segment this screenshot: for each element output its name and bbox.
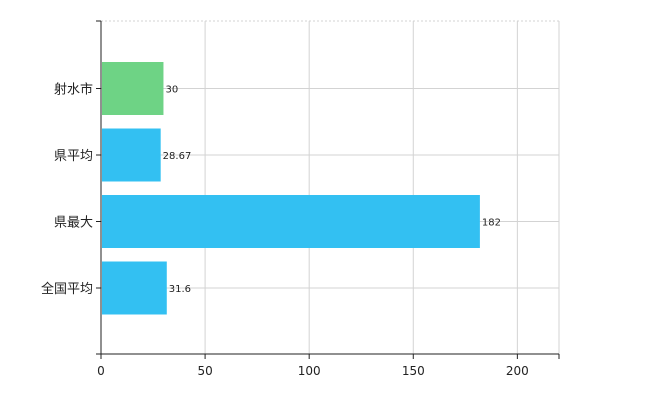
bar: [102, 128, 161, 182]
bar: [102, 195, 480, 248]
data-label: 182: [482, 218, 501, 229]
bars-group: [102, 62, 480, 315]
labels-group: 射水市 30 県平均 28.67 県最大 182 全国平均 31.6 0 50 100 150 200: [41, 82, 529, 379]
x-tick-label: 100: [298, 364, 321, 378]
x-tick-label: 0: [97, 364, 105, 378]
category-label: 県最大: [54, 216, 93, 231]
data-label: 30: [165, 85, 178, 96]
bar: [102, 261, 167, 315]
x-tick-label: 200: [506, 364, 529, 378]
data-label: 28.67: [163, 151, 192, 162]
axes-group: [96, 20, 560, 359]
category-label: 射水市: [54, 82, 93, 98]
grid-lines: [101, 20, 560, 354]
category-label: 県平均: [54, 149, 93, 164]
x-tick-label: 50: [197, 364, 212, 378]
data-label: 31.6: [169, 284, 191, 295]
x-tick-label: 150: [402, 364, 425, 378]
bar: [102, 62, 164, 115]
category-label: 全国平均: [41, 281, 93, 297]
